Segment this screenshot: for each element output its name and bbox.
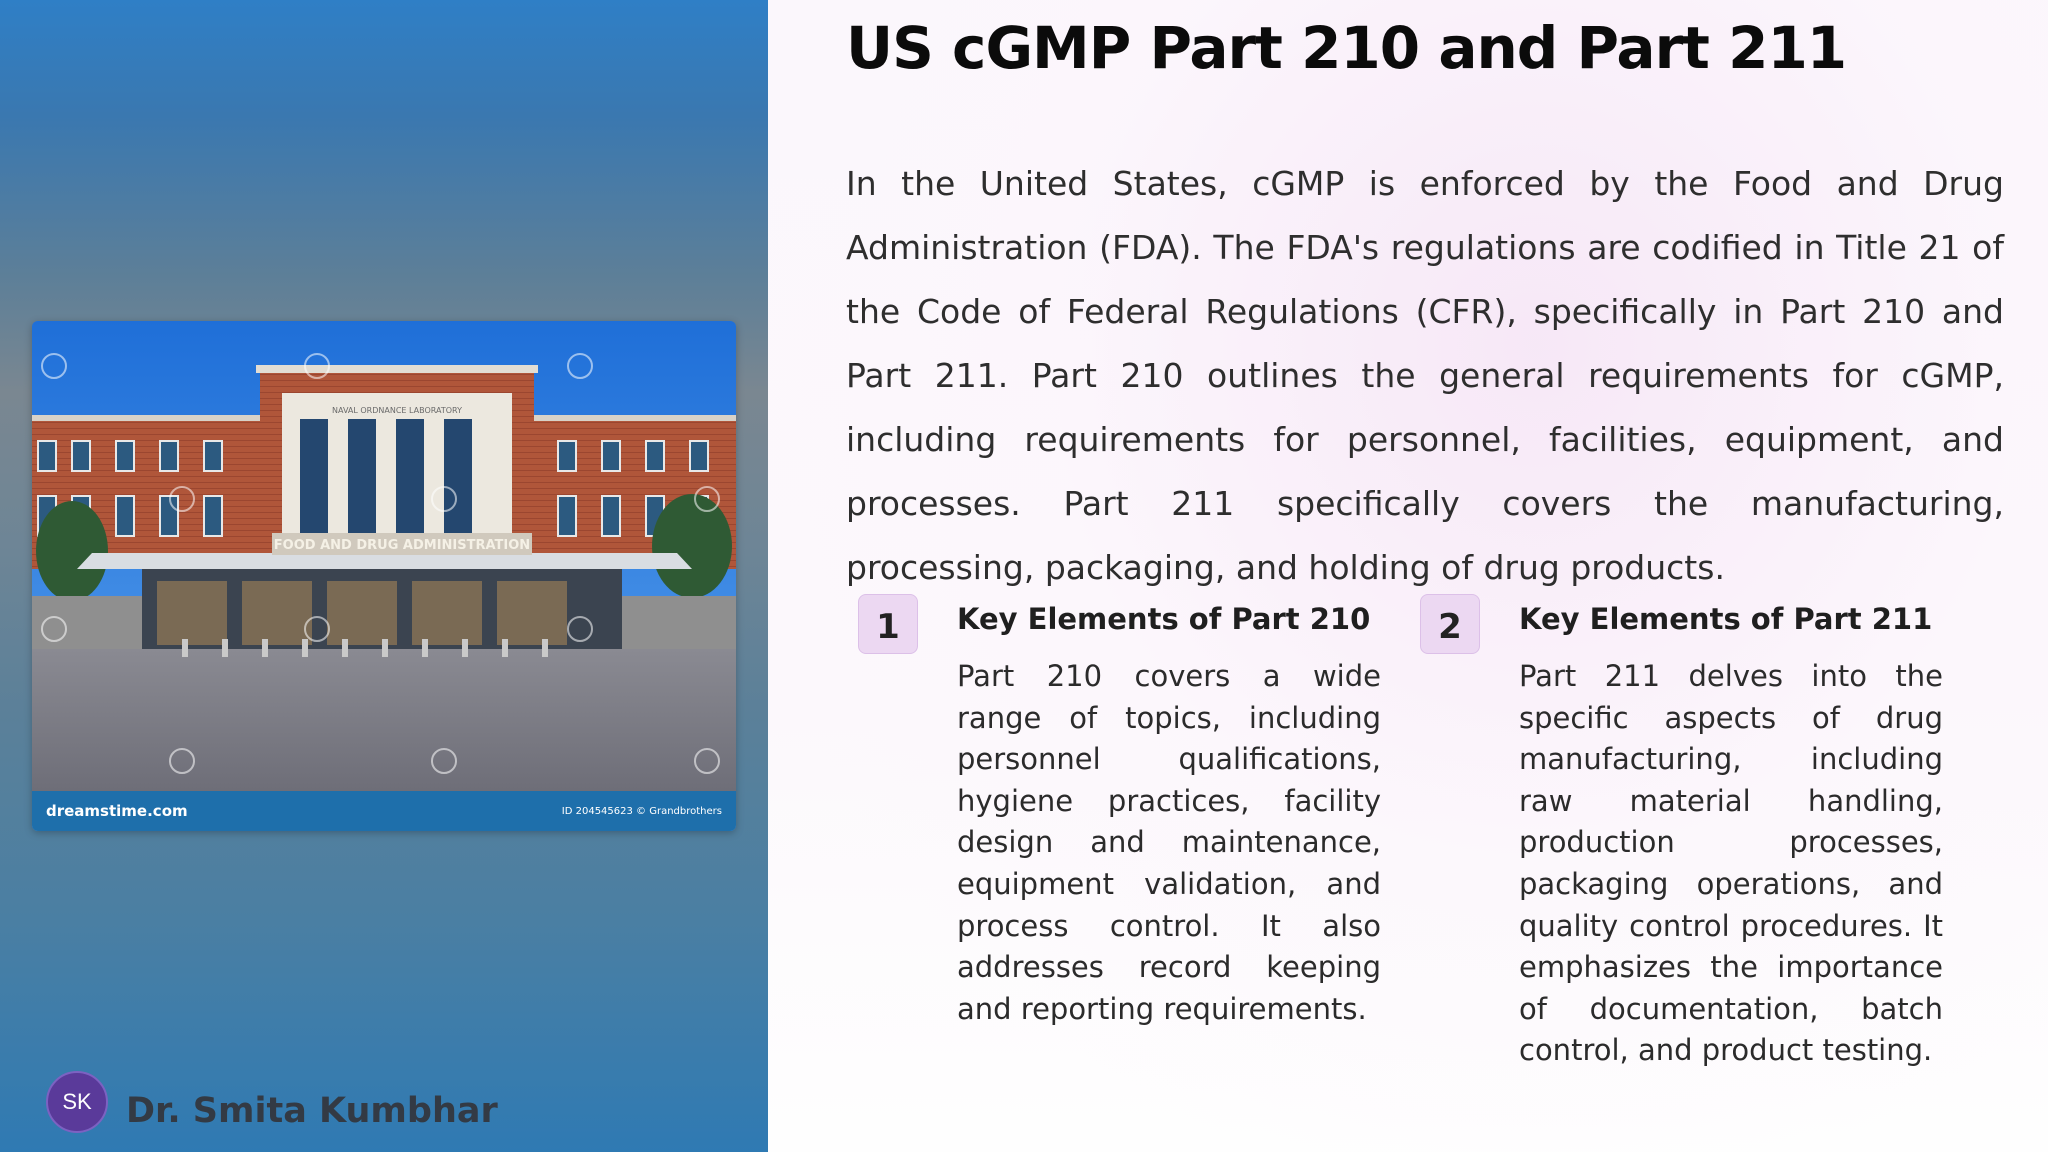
left-panel: NAVAL ORDNANCE LABORATORY FOOD AND DRUG … <box>0 0 768 1152</box>
building-sign-top: NAVAL ORDNANCE LABORATORY <box>332 406 462 415</box>
author-name: Dr. Smita Kumbhar <box>126 1091 498 1131</box>
right-panel: US cGMP Part 210 and Part 211 In the Uni… <box>768 0 2048 1152</box>
number-badge: 1 <box>858 594 918 654</box>
card-body: Part 210 covers a wide range of topics, … <box>957 659 1381 1026</box>
card-title: Key Elements of Part 211 <box>1519 602 1933 636</box>
watermark-brand: dreamstime.com <box>46 802 188 820</box>
avatar[interactable]: SK <box>46 1071 108 1133</box>
card-title: Key Elements of Part 210 <box>957 602 1371 636</box>
watermark-credit: ID 204545623 © Grandbrothers <box>561 805 722 817</box>
photo-watermark-bar: dreamstime.com ID 204545623 © Grandbroth… <box>32 791 736 831</box>
author-block: SK Dr. Smita Kumbhar <box>46 1071 498 1133</box>
slide-title: US cGMP Part 210 and Part 211 <box>846 14 1847 82</box>
number-badge: 2 <box>1420 594 1480 654</box>
intro-paragraph: In the United States, cGMP is enforced b… <box>846 164 2004 587</box>
card-body: Part 211 delves into the specific aspect… <box>1519 659 1943 1068</box>
fda-building-photo: NAVAL ORDNANCE LABORATORY FOOD AND DRUG … <box>32 321 736 831</box>
building-sign-main: FOOD AND DRUG ADMINISTRATION <box>274 538 530 553</box>
